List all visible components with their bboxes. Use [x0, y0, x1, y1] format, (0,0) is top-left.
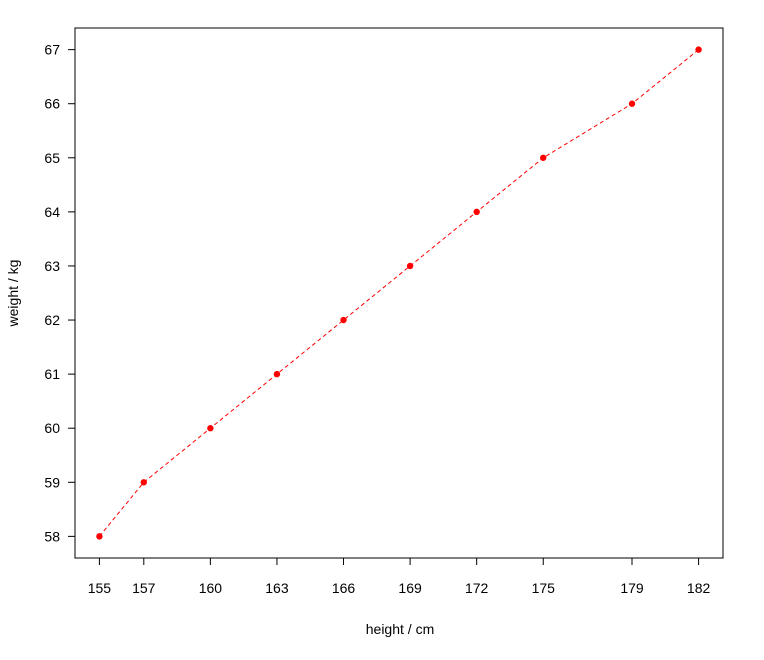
y-tick-label: 61 — [44, 366, 60, 382]
x-tick-label: 155 — [88, 580, 112, 596]
y-axis: 58 59 60 61 62 63 64 65 66 67 — [44, 42, 76, 544]
x-tick-label: 157 — [132, 580, 156, 596]
x-tick-label: 166 — [332, 580, 356, 596]
y-tick-label: 66 — [44, 96, 60, 112]
x-tick-label: 163 — [265, 580, 289, 596]
x-tick-label: 179 — [620, 580, 644, 596]
data-point — [695, 46, 702, 53]
x-axis-title: height / cm — [366, 621, 434, 637]
y-tick-label: 64 — [44, 204, 60, 220]
y-axis-title: weight / kg — [5, 260, 21, 328]
data-point — [273, 370, 281, 378]
y-tick-label: 65 — [44, 150, 60, 166]
data-point — [473, 208, 480, 216]
x-axis: 155 157 160 163 166 169 172 175 179 182 — [88, 557, 711, 596]
series-line — [99, 49, 699, 537]
data-points — [96, 46, 702, 540]
x-tick-label: 169 — [398, 580, 422, 596]
data-point — [406, 262, 414, 270]
data-point — [207, 425, 214, 432]
x-tick-label: 182 — [687, 580, 711, 596]
data-point — [340, 316, 347, 324]
data-point — [96, 533, 103, 540]
y-tick-label: 59 — [44, 474, 60, 490]
x-tick-label: 175 — [532, 580, 556, 596]
x-tick-label: 160 — [199, 580, 223, 596]
y-tick-label: 63 — [44, 258, 60, 274]
data-point — [628, 100, 636, 107]
data-point — [540, 154, 547, 161]
y-tick-label: 67 — [44, 42, 60, 58]
y-tick-label: 58 — [44, 528, 60, 544]
y-tick-label: 60 — [44, 420, 60, 436]
y-tick-label: 62 — [44, 312, 60, 328]
x-tick-label: 172 — [465, 580, 489, 596]
data-point — [140, 479, 147, 486]
